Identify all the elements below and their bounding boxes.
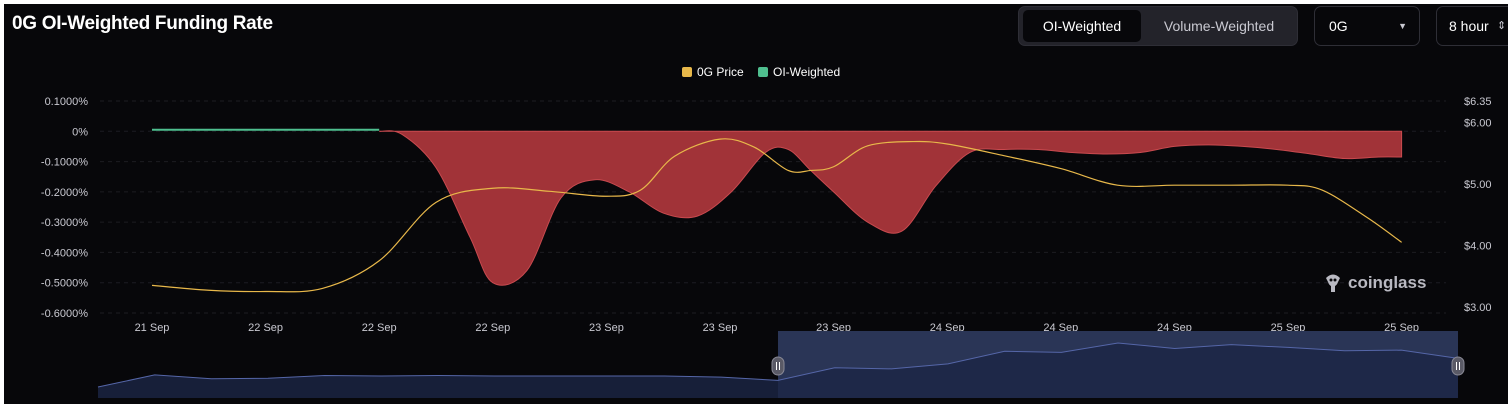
legend-swatch-oi xyxy=(758,67,768,77)
coin-select[interactable]: 0G ▼ xyxy=(1314,6,1420,46)
coin-select-value: 0G xyxy=(1329,18,1348,34)
navigator-area xyxy=(98,343,1458,398)
chart-panel: 0G OI-Weighted Funding Rate OI-Weighted … xyxy=(4,4,1508,404)
funding-rate-chart: 0G Price OI-Weighted 0.1000% 0% -0.1000% -0… xyxy=(41,65,1492,398)
navigator-line xyxy=(97,342,1459,388)
x-tick-label: 21 Sep xyxy=(135,322,170,334)
y-axis-left: 0.1000% 0% -0.1000% -0.2000% -0.3000% -0.4000… xyxy=(41,96,88,320)
watermark-text: coinglass xyxy=(1348,273,1427,292)
chevron-down-icon: ▼ xyxy=(1398,21,1407,31)
y-left-tick-label: 0.1000% xyxy=(45,96,89,108)
updown-chevron-icon: ⇕ xyxy=(1497,20,1507,32)
series-layer xyxy=(151,128,1403,293)
y-left-tick-label: -0.5000% xyxy=(41,278,88,290)
watermark: coinglass xyxy=(1322,272,1426,294)
navigator-handle-right[interactable] xyxy=(1451,356,1465,376)
legend-swatch-price xyxy=(682,67,692,77)
interval-select-value: 8 hour xyxy=(1449,18,1489,34)
volume-weighted-button[interactable]: Volume-Weighted xyxy=(1163,18,1275,34)
interval-select[interactable]: 8 hour ⇕ xyxy=(1436,6,1508,46)
navigator-handle-left[interactable] xyxy=(771,356,785,376)
x-tick-label: 23 Sep xyxy=(703,322,738,334)
x-tick-label: 22 Sep xyxy=(362,322,397,334)
y-left-tick-label: -0.2000% xyxy=(41,187,88,199)
y-right-tick-label: $4.00 xyxy=(1464,240,1492,252)
coinglass-logo-icon xyxy=(1326,274,1340,292)
y-right-tick-label: $3.00 xyxy=(1464,302,1492,314)
y-left-tick-label: -0.4000% xyxy=(41,247,88,259)
x-tick-label: 22 Sep xyxy=(475,322,510,334)
legend-label-oi[interactable]: OI-Weighted xyxy=(773,65,840,79)
y-left-tick-label: -0.1000% xyxy=(41,157,88,169)
range-navigator[interactable] xyxy=(97,331,1465,398)
page-title: 0G OI-Weighted Funding Rate xyxy=(12,13,273,34)
y-right-tick-label: $5.00 xyxy=(1464,179,1492,191)
oi-weighted-negative-area xyxy=(379,130,1403,286)
legend-label-price[interactable]: 0G Price xyxy=(697,65,744,79)
y-right-tick-label: $6.00 xyxy=(1464,118,1492,130)
oi-weighted-button[interactable]: OI-Weighted xyxy=(1023,10,1141,42)
legend: 0G Price OI-Weighted xyxy=(682,65,840,79)
x-tick-label: 22 Sep xyxy=(248,322,283,334)
y-right-tick-label: $6.35 xyxy=(1464,96,1492,108)
weighting-toggle: OI-Weighted Volume-Weighted xyxy=(1018,6,1298,46)
y-left-tick-label: 0% xyxy=(72,126,88,138)
x-tick-label: 23 Sep xyxy=(589,322,624,334)
y-axis-right: $6.35 $6.00 $5.00 $4.00 $3.00 xyxy=(1464,96,1492,314)
price-line xyxy=(151,138,1402,293)
y-left-tick-label: -0.6000% xyxy=(41,308,88,320)
y-left-tick-label: -0.3000% xyxy=(41,217,88,229)
